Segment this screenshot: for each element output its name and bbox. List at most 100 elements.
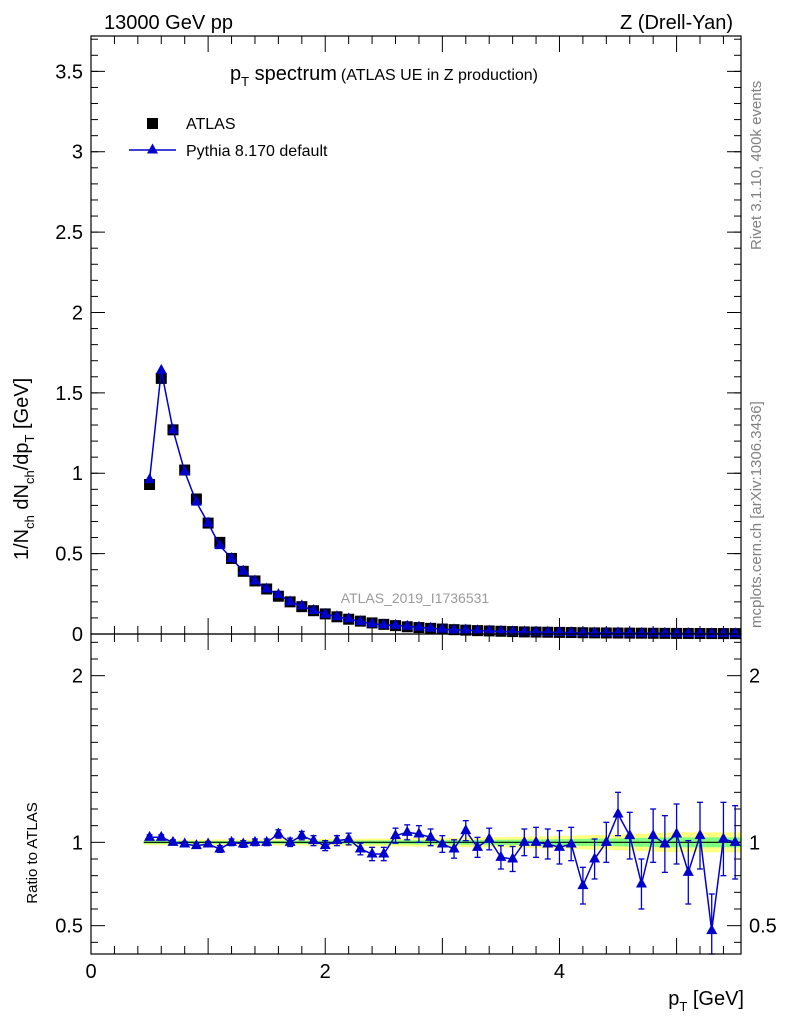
legend-label-atlas: ATLAS: [186, 116, 236, 133]
legend-marker-pythia: [147, 143, 158, 154]
pythia-marker: [495, 624, 507, 635]
ratio-marker: [448, 842, 460, 853]
ratio-marker: [682, 865, 694, 876]
ratio-marker: [706, 924, 718, 935]
main-y-tick-label: 1.5: [55, 383, 83, 405]
ratio-marker: [144, 830, 156, 841]
ratio-marker: [190, 839, 202, 850]
ratio-marker: [366, 847, 378, 858]
ratio-y-tick-label-right: 0.5: [749, 916, 777, 938]
pythia-marker: [319, 607, 331, 618]
atlas-data-point: [144, 479, 156, 490]
legend-label-pythia: Pythia 8.170 default: [186, 143, 328, 160]
pythia-marker: [214, 539, 226, 550]
ratio-marker: [577, 879, 589, 890]
x-tick-label: 2: [320, 961, 331, 983]
pythia-marker: [460, 623, 472, 634]
ratio-y-axis-label: Ratio to ATLAS: [24, 802, 41, 903]
ratio-marker: [694, 829, 706, 840]
ratio-marker: [635, 877, 647, 888]
ratio-plot-frame: [90, 633, 742, 955]
pythia-marker: [729, 627, 741, 638]
pythia-marker: [366, 617, 378, 628]
ratio-marker: [589, 852, 601, 863]
pythia-marker: [202, 516, 214, 527]
collision-energy-label: 13000 GeV pp: [104, 12, 233, 34]
ratio-marker: [495, 850, 507, 861]
pythia-marker: [518, 625, 530, 636]
ratio-marker: [343, 832, 355, 843]
ratio-marker: [214, 842, 226, 853]
pythia-marker: [436, 622, 448, 633]
ratio-y-tick-label-right: 1: [749, 832, 760, 854]
plot-title: pT spectrum (ATLAS UE in Z production): [230, 63, 538, 89]
pythia-marker: [390, 618, 402, 629]
pythia-marker: [471, 624, 483, 635]
main-y-tick-label: 2.5: [55, 222, 83, 244]
pythia-marker: [144, 473, 156, 484]
legend: ATLAS Pythia 8.170 default: [129, 116, 328, 160]
pythia-marker: [190, 495, 202, 506]
process-label: Z (Drell-Yan): [620, 12, 733, 34]
pythia-marker: [155, 363, 167, 374]
x-tick-label: 4: [554, 961, 565, 983]
ratio-marker: [202, 837, 214, 848]
rivet-version-label: Rivet 3.1.10, 400k events: [748, 81, 765, 250]
ratio-marker: [507, 852, 519, 863]
main-axes: 0 0.5 1 1.5 2 2.5 3 3.5: [55, 36, 741, 646]
ratio-marker: [179, 837, 191, 848]
ratio-marker: [226, 835, 238, 846]
pythia-marker: [542, 625, 554, 636]
ratio-marker: [284, 835, 296, 846]
ratio-marker: [401, 825, 413, 836]
x-axis-label: pT [GeV]: [668, 988, 744, 1014]
main-y-tick-label: 3: [72, 142, 83, 164]
pythia-marker: [331, 610, 343, 621]
ratio-marker: [518, 835, 530, 846]
main-y-tick-label: 0: [72, 624, 83, 646]
main-y-tick-label: 3.5: [55, 61, 83, 83]
ratio-marker: [565, 837, 577, 848]
ratio-marker: [237, 837, 249, 848]
pythia-marker: [308, 604, 320, 615]
analysis-id-label: ATLAS_2019_I1736531: [341, 590, 490, 606]
ratio-marker: [331, 834, 343, 845]
ratio-y-tick-label: 0.5: [55, 916, 83, 938]
ratio-marker: [249, 835, 261, 846]
ratio-marker: [167, 835, 179, 846]
ratio-marker: [647, 829, 659, 840]
pythia-marker: [272, 588, 284, 599]
legend-marker-atlas: [147, 118, 158, 129]
pythia-marker: [413, 620, 425, 631]
main-y-tick-label: 2: [72, 302, 83, 324]
x-tick-label: 0: [85, 961, 96, 983]
ratio-marker: [272, 827, 284, 838]
ratio-marker: [319, 839, 331, 850]
ratio-marker: [308, 834, 320, 845]
ratio-marker: [413, 827, 425, 838]
ratio-marker: [612, 807, 624, 818]
ratio-curve-line: [149, 812, 736, 931]
pythia-marker: [425, 621, 437, 632]
ratio-marker: [624, 829, 636, 840]
ratio-marker: [471, 840, 483, 851]
ratio-marker: [460, 824, 472, 835]
pythia-marker: [530, 625, 542, 636]
pythia-marker: [483, 624, 495, 635]
pythia-marker: [448, 623, 460, 634]
ratio-marker: [296, 829, 308, 840]
ratio-marker: [390, 829, 402, 840]
pythia-marker: [167, 423, 179, 434]
ratio-marker: [659, 837, 671, 848]
pythia-marker: [261, 582, 273, 593]
ratio-marker: [717, 832, 729, 843]
ratio-marker: [261, 835, 273, 846]
main-y-tick-label: 0.5: [55, 544, 83, 566]
ratio-marker: [436, 837, 448, 848]
pythia-marker: [249, 574, 261, 585]
ratio-marker: [425, 830, 437, 841]
pythia-marker: [237, 564, 249, 575]
pythia-marker: [179, 465, 191, 476]
ratio-marker: [155, 830, 167, 841]
